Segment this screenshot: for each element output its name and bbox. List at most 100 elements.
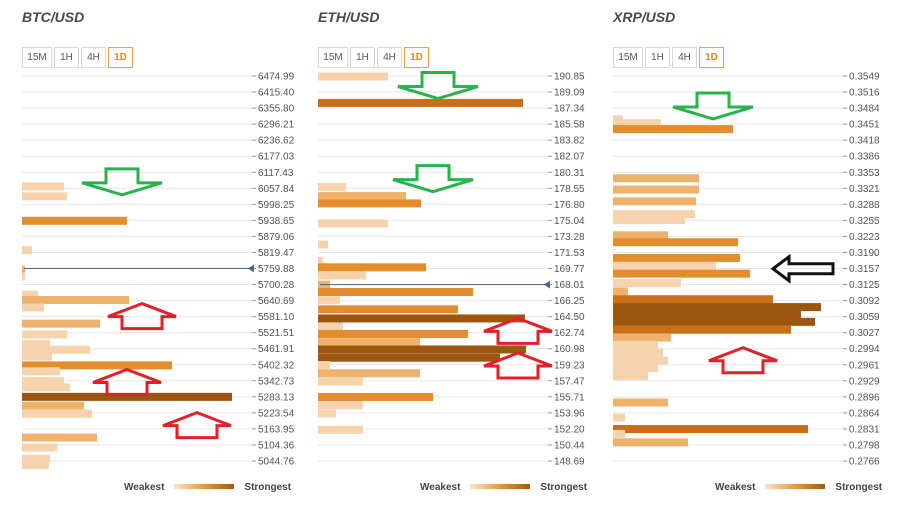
confluence-bar — [22, 265, 25, 274]
confluence-bar — [318, 322, 343, 331]
eth-panel: ETH/USD 15M 1H 4H 1D 190.85 189.09 187.34 1… — [318, 0, 608, 510]
price-tick-label: 0.2929 — [849, 376, 880, 387]
confluence-bar — [318, 353, 500, 362]
price-tick-label: 178.55 — [554, 184, 585, 195]
panel-title: BTC/USD — [22, 9, 85, 25]
confluence-bar — [613, 261, 716, 270]
btc-panel: BTC/USD 15M 1H 4H 1D 6474.99 6415.40 6355.… — [22, 0, 312, 510]
confluence-bar — [318, 369, 420, 378]
legend-weakest-label: Weakest — [420, 482, 461, 493]
confluence-bar — [22, 352, 52, 361]
timeframe-1h-button[interactable]: 1H — [54, 47, 79, 68]
confluence-bar — [613, 197, 696, 206]
price-tick-label: 148.69 — [554, 457, 585, 468]
confluence-bar — [613, 295, 773, 304]
confluence-bar — [318, 314, 525, 323]
price-tick-label: 168.01 — [554, 280, 585, 291]
confluence-bar — [318, 287, 473, 296]
confluence-bar — [22, 345, 90, 354]
confluence-bar — [613, 340, 658, 349]
confluence-bar — [22, 367, 60, 376]
timeframe-1h-button[interactable]: 1H — [350, 47, 375, 68]
timeframe-15m-button[interactable]: 15M — [22, 47, 52, 68]
confluence-bar — [22, 182, 64, 191]
confluence-bar — [613, 413, 625, 422]
timeframe-4h-button[interactable]: 4H — [81, 47, 106, 68]
confluence-bar — [318, 240, 328, 249]
price-tick-label: 180.31 — [554, 168, 585, 179]
price-tick-label: 0.3190 — [849, 248, 880, 259]
confluence-bar — [613, 398, 668, 407]
up-arrow-icon — [92, 367, 162, 397]
confluence-bar — [613, 269, 750, 278]
confluence-bar — [613, 287, 628, 296]
price-tick-label: 0.3516 — [849, 88, 880, 99]
confluence-bar — [613, 119, 661, 128]
confluence-bar — [318, 345, 526, 354]
price-tick-label: 0.3353 — [849, 168, 880, 179]
confluence-bar — [613, 125, 733, 134]
timeframe-4h-button[interactable]: 4H — [672, 47, 697, 68]
price-tick-label: 0.2961 — [849, 360, 880, 371]
up-arrow-icon — [107, 301, 177, 331]
timeframe-selector: 15M 1H 4H 1D — [318, 47, 431, 68]
timeframe-15m-button[interactable]: 15M — [318, 47, 348, 68]
price-tick-label: 176.80 — [554, 200, 585, 211]
price-tick-label: 0.2994 — [849, 344, 880, 355]
price-tick-label: 0.3418 — [849, 136, 880, 147]
price-tick-label: 0.3549 — [849, 72, 880, 83]
confluence-bar — [318, 425, 363, 434]
legend-weakest-label: Weakest — [124, 482, 165, 493]
price-tick-label: 6057.84 — [258, 184, 295, 195]
price-tick-label: 190.85 — [554, 72, 585, 83]
confluence-bar — [318, 409, 336, 418]
price-tick-label: 0.3288 — [849, 200, 880, 211]
confluence-bar — [22, 443, 57, 452]
price-tick-label: 5104.36 — [258, 440, 295, 451]
down-arrow-icon — [392, 164, 474, 194]
confluence-bar — [613, 364, 658, 373]
confluence-bar — [22, 192, 67, 201]
timeframe-1d-button[interactable]: 1D — [699, 47, 724, 68]
confluence-bar — [318, 271, 366, 280]
price-tick-label: 164.50 — [554, 312, 585, 323]
confluence-bar — [318, 329, 468, 338]
price-tick-label: 0.2831 — [849, 424, 880, 435]
timeframe-1d-button[interactable]: 1D — [108, 47, 133, 68]
price-tick-label: 5759.88 — [258, 264, 295, 275]
price-tick-label: 0.3157 — [849, 264, 880, 275]
confluence-bar — [22, 246, 32, 255]
timeframe-4h-button[interactable]: 4H — [377, 47, 402, 68]
legend-gradient — [470, 483, 531, 489]
legend-gradient — [174, 483, 235, 489]
timeframe-1h-button[interactable]: 1H — [645, 47, 670, 68]
price-tick-label: 155.71 — [554, 392, 585, 403]
timeframe-selector: 15M 1H 4H 1D — [613, 47, 726, 68]
timeframe-15m-button[interactable]: 15M — [613, 47, 643, 68]
timeframe-selector: 15M 1H 4H 1D — [22, 47, 135, 68]
confluence-bar — [318, 199, 421, 208]
confluence-chart: 6474.99 6415.40 6355.80 6296.21 6236.62 6177.… — [22, 72, 295, 469]
confluence-bar — [613, 216, 685, 225]
price-tick-label: 0.2896 — [849, 392, 880, 403]
up-arrow-icon — [162, 410, 232, 440]
price-tick-label: 5581.10 — [258, 312, 295, 323]
confluence-bar — [613, 348, 663, 357]
price-tick-label: 0.3451 — [849, 120, 880, 131]
timeframe-1d-button[interactable]: 1D — [404, 47, 429, 68]
legend-weakest-label: Weakest — [715, 482, 756, 493]
confluence-bar — [613, 279, 681, 288]
confluence-bar — [318, 192, 406, 201]
panel-title: XRP/USD — [613, 9, 676, 25]
price-tick-label: 159.23 — [554, 360, 585, 371]
price-tick-label: 5342.73 — [258, 376, 295, 387]
current-price-marker — [544, 280, 550, 289]
up-arrow-icon — [483, 316, 553, 345]
confluence-bar — [318, 377, 363, 386]
strength-legend: Weakest Strongest — [124, 482, 291, 493]
confluence-bar — [613, 333, 671, 342]
price-tick-label: 6296.21 — [258, 120, 295, 131]
price-tick-label: 5879.06 — [258, 232, 295, 243]
down-arrow-icon — [81, 167, 163, 197]
confluence-bar — [613, 310, 801, 319]
